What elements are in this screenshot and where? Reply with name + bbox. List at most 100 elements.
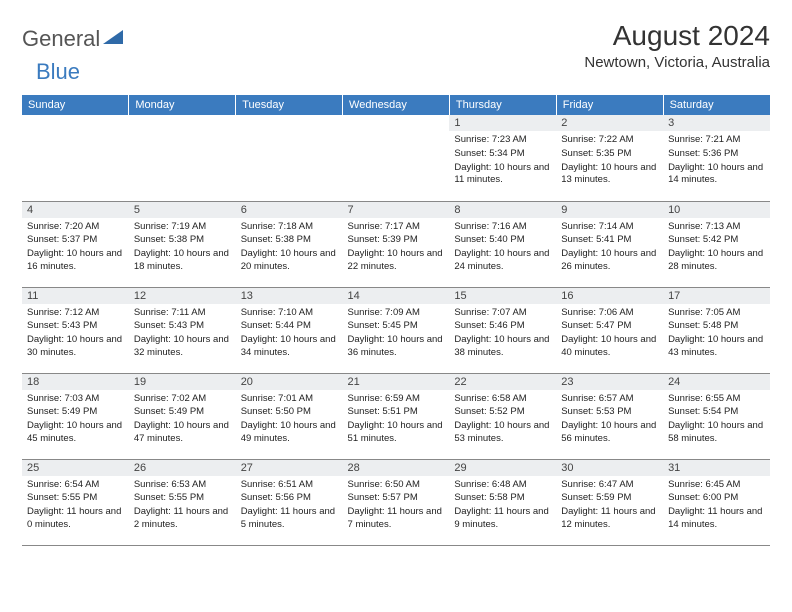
sunset-text: Sunset: 5:43 PM — [27, 320, 124, 333]
daylight-text: Daylight: 10 hours and 43 minutes. — [668, 334, 765, 360]
day-header: Saturday — [663, 95, 770, 115]
day-number: 8 — [449, 202, 556, 218]
day-number: 2 — [556, 115, 663, 131]
day-header: Monday — [129, 95, 236, 115]
daylight-text: Daylight: 10 hours and 53 minutes. — [454, 420, 551, 446]
calendar-day-cell: 8Sunrise: 7:16 AMSunset: 5:40 PMDaylight… — [449, 201, 556, 287]
sunset-text: Sunset: 5:54 PM — [668, 406, 765, 419]
title-block: August 2024 Newtown, Victoria, Australia — [584, 20, 770, 71]
day-number: 13 — [236, 288, 343, 304]
day-details: Sunrise: 6:57 AMSunset: 5:53 PMDaylight:… — [556, 390, 663, 449]
calendar-day-cell: 3Sunrise: 7:21 AMSunset: 5:36 PMDaylight… — [663, 115, 770, 201]
calendar-week-row: 11Sunrise: 7:12 AMSunset: 5:43 PMDayligh… — [22, 287, 770, 373]
day-number: 20 — [236, 374, 343, 390]
daylight-text: Daylight: 10 hours and 47 minutes. — [134, 420, 231, 446]
day-details: Sunrise: 7:05 AMSunset: 5:48 PMDaylight:… — [663, 304, 770, 363]
daylight-text: Daylight: 10 hours and 56 minutes. — [561, 420, 658, 446]
day-details: Sunrise: 6:55 AMSunset: 5:54 PMDaylight:… — [663, 390, 770, 449]
sunset-text: Sunset: 5:55 PM — [27, 492, 124, 505]
logo-text-2: Blue — [36, 59, 80, 84]
daylight-text: Daylight: 10 hours and 38 minutes. — [454, 334, 551, 360]
sunrise-text: Sunrise: 7:05 AM — [668, 307, 765, 320]
calendar-day-cell: 11Sunrise: 7:12 AMSunset: 5:43 PMDayligh… — [22, 287, 129, 373]
sunrise-text: Sunrise: 7:12 AM — [27, 307, 124, 320]
sunrise-text: Sunrise: 6:50 AM — [348, 479, 445, 492]
sunrise-text: Sunrise: 7:11 AM — [134, 307, 231, 320]
calendar-day-cell: 26Sunrise: 6:53 AMSunset: 5:55 PMDayligh… — [129, 459, 236, 545]
day-number: 15 — [449, 288, 556, 304]
sunset-text: Sunset: 5:58 PM — [454, 492, 551, 505]
calendar-empty-cell — [343, 115, 450, 201]
day-number: 22 — [449, 374, 556, 390]
day-number: 30 — [556, 460, 663, 476]
calendar-empty-cell — [129, 115, 236, 201]
daylight-text: Daylight: 10 hours and 16 minutes. — [27, 248, 124, 274]
day-details: Sunrise: 7:22 AMSunset: 5:35 PMDaylight:… — [556, 131, 663, 190]
day-number: 23 — [556, 374, 663, 390]
calendar-day-cell: 7Sunrise: 7:17 AMSunset: 5:39 PMDaylight… — [343, 201, 450, 287]
sunrise-text: Sunrise: 6:57 AM — [561, 393, 658, 406]
daylight-text: Daylight: 11 hours and 9 minutes. — [454, 506, 551, 532]
calendar-week-row: 1Sunrise: 7:23 AMSunset: 5:34 PMDaylight… — [22, 115, 770, 201]
sunset-text: Sunset: 5:52 PM — [454, 406, 551, 419]
day-number: 31 — [663, 460, 770, 476]
daylight-text: Daylight: 10 hours and 36 minutes. — [348, 334, 445, 360]
day-details: Sunrise: 7:02 AMSunset: 5:49 PMDaylight:… — [129, 390, 236, 449]
day-details: Sunrise: 6:58 AMSunset: 5:52 PMDaylight:… — [449, 390, 556, 449]
sunrise-text: Sunrise: 7:14 AM — [561, 221, 658, 234]
daylight-text: Daylight: 10 hours and 51 minutes. — [348, 420, 445, 446]
calendar-header-row: Sunday Monday Tuesday Wednesday Thursday… — [22, 95, 770, 115]
day-number: 18 — [22, 374, 129, 390]
calendar-day-cell: 2Sunrise: 7:22 AMSunset: 5:35 PMDaylight… — [556, 115, 663, 201]
daylight-text: Daylight: 10 hours and 45 minutes. — [27, 420, 124, 446]
day-header: Friday — [556, 95, 663, 115]
daylight-text: Daylight: 10 hours and 11 minutes. — [454, 162, 551, 188]
day-header: Thursday — [449, 95, 556, 115]
sunset-text: Sunset: 5:39 PM — [348, 234, 445, 247]
calendar-day-cell: 17Sunrise: 7:05 AMSunset: 5:48 PMDayligh… — [663, 287, 770, 373]
day-number: 3 — [663, 115, 770, 131]
day-number: 4 — [22, 202, 129, 218]
day-details: Sunrise: 7:16 AMSunset: 5:40 PMDaylight:… — [449, 218, 556, 277]
sunrise-text: Sunrise: 6:48 AM — [454, 479, 551, 492]
sunset-text: Sunset: 5:40 PM — [454, 234, 551, 247]
day-details: Sunrise: 7:11 AMSunset: 5:43 PMDaylight:… — [129, 304, 236, 363]
sunrise-text: Sunrise: 6:45 AM — [668, 479, 765, 492]
daylight-text: Daylight: 10 hours and 40 minutes. — [561, 334, 658, 360]
day-details: Sunrise: 7:10 AMSunset: 5:44 PMDaylight:… — [236, 304, 343, 363]
sunrise-text: Sunrise: 6:59 AM — [348, 393, 445, 406]
daylight-text: Daylight: 10 hours and 18 minutes. — [134, 248, 231, 274]
day-details: Sunrise: 7:19 AMSunset: 5:38 PMDaylight:… — [129, 218, 236, 277]
sunrise-text: Sunrise: 7:20 AM — [27, 221, 124, 234]
calendar-day-cell: 16Sunrise: 7:06 AMSunset: 5:47 PMDayligh… — [556, 287, 663, 373]
day-details: Sunrise: 6:59 AMSunset: 5:51 PMDaylight:… — [343, 390, 450, 449]
sunrise-text: Sunrise: 6:55 AM — [668, 393, 765, 406]
sunset-text: Sunset: 5:56 PM — [241, 492, 338, 505]
sunrise-text: Sunrise: 7:19 AM — [134, 221, 231, 234]
calendar-day-cell: 1Sunrise: 7:23 AMSunset: 5:34 PMDaylight… — [449, 115, 556, 201]
sunset-text: Sunset: 6:00 PM — [668, 492, 765, 505]
sunset-text: Sunset: 5:48 PM — [668, 320, 765, 333]
sunset-text: Sunset: 5:34 PM — [454, 148, 551, 161]
sunrise-text: Sunrise: 7:16 AM — [454, 221, 551, 234]
daylight-text: Daylight: 10 hours and 24 minutes. — [454, 248, 551, 274]
calendar-day-cell: 10Sunrise: 7:13 AMSunset: 5:42 PMDayligh… — [663, 201, 770, 287]
calendar-day-cell: 23Sunrise: 6:57 AMSunset: 5:53 PMDayligh… — [556, 373, 663, 459]
sunrise-text: Sunrise: 7:07 AM — [454, 307, 551, 320]
day-details: Sunrise: 6:47 AMSunset: 5:59 PMDaylight:… — [556, 476, 663, 535]
daylight-text: Daylight: 11 hours and 5 minutes. — [241, 506, 338, 532]
calendar-day-cell: 29Sunrise: 6:48 AMSunset: 5:58 PMDayligh… — [449, 459, 556, 545]
day-details: Sunrise: 6:48 AMSunset: 5:58 PMDaylight:… — [449, 476, 556, 535]
sunset-text: Sunset: 5:44 PM — [241, 320, 338, 333]
day-number: 29 — [449, 460, 556, 476]
calendar-table: Sunday Monday Tuesday Wednesday Thursday… — [22, 95, 770, 546]
sunset-text: Sunset: 5:59 PM — [561, 492, 658, 505]
sunset-text: Sunset: 5:36 PM — [668, 148, 765, 161]
sunset-text: Sunset: 5:45 PM — [348, 320, 445, 333]
daylight-text: Daylight: 10 hours and 22 minutes. — [348, 248, 445, 274]
day-details: Sunrise: 7:17 AMSunset: 5:39 PMDaylight:… — [343, 218, 450, 277]
day-details: Sunrise: 7:18 AMSunset: 5:38 PMDaylight:… — [236, 218, 343, 277]
calendar-day-cell: 13Sunrise: 7:10 AMSunset: 5:44 PMDayligh… — [236, 287, 343, 373]
sunset-text: Sunset: 5:38 PM — [134, 234, 231, 247]
sunset-text: Sunset: 5:51 PM — [348, 406, 445, 419]
